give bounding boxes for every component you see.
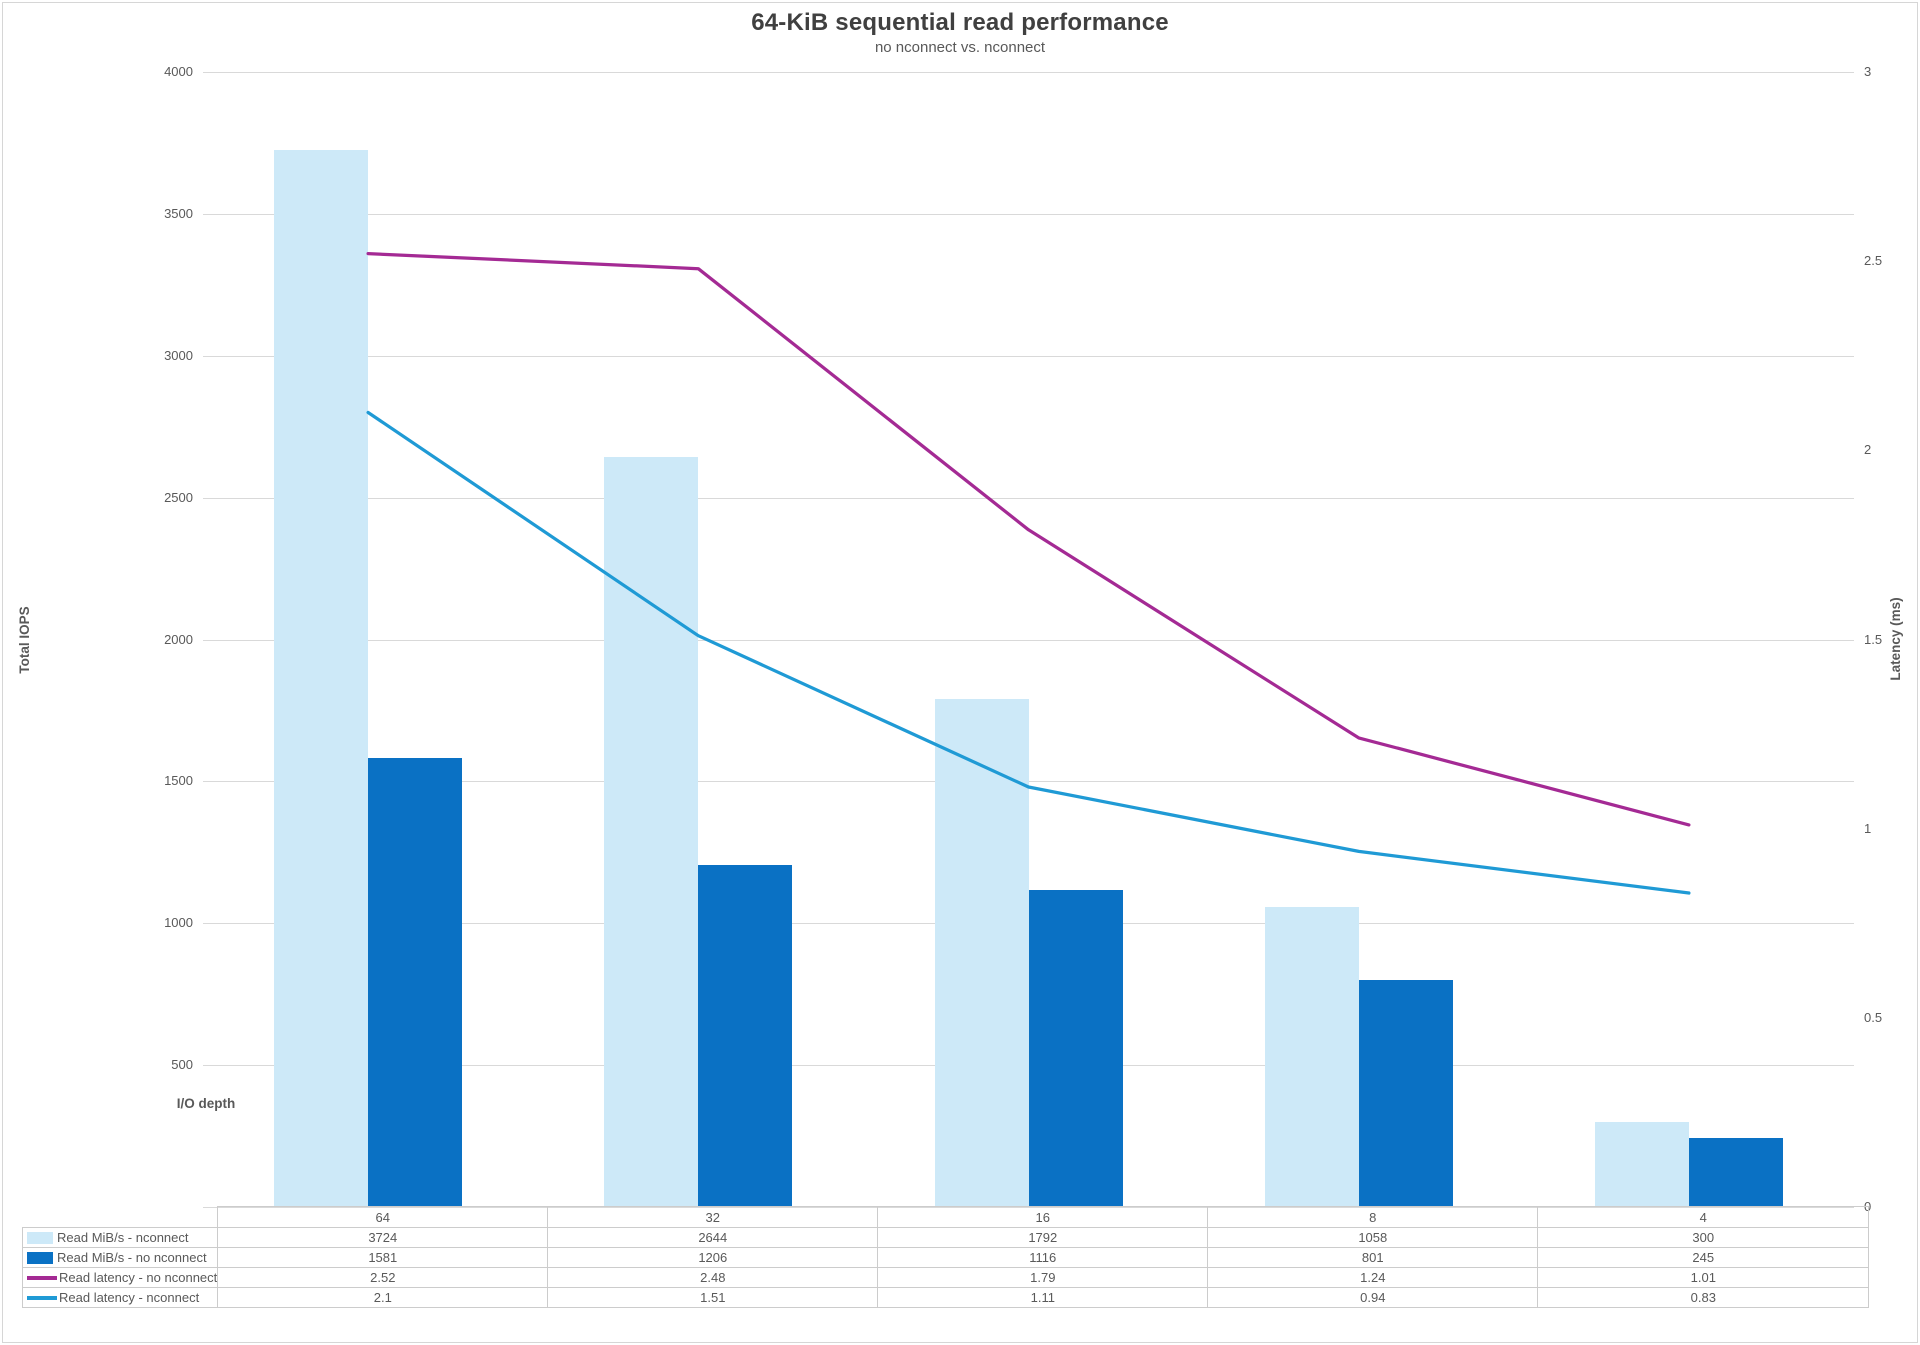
- right-axis-tick-label: 0: [1864, 1199, 1872, 1214]
- table-value: 2.48: [547, 1267, 879, 1288]
- legend-swatch-line: [27, 1275, 57, 1280]
- right-axis-tick-label: 1: [1864, 820, 1872, 836]
- table-row: Read latency - no nconnect 2.52 2.48 1.79 1.…: [21, 1267, 1870, 1288]
- table-value: 0.83: [1537, 1287, 1870, 1308]
- line-series: [366, 410, 1691, 895]
- table-value: 1792: [877, 1227, 1209, 1248]
- bar-nconnect: [274, 150, 369, 1207]
- table-value: 1.11: [877, 1287, 1209, 1308]
- bar-no-nconnect: [1028, 890, 1123, 1207]
- chart-subtitle: no nconnect vs. nconnect: [874, 39, 1046, 56]
- series-name: Read latency - no nconnect: [59, 1270, 218, 1285]
- table-value: 1.51: [547, 1287, 879, 1308]
- category-label: 16: [877, 1206, 1209, 1228]
- category-label: 64: [217, 1206, 549, 1228]
- left-axis-tick-label: 1500: [164, 773, 193, 789]
- line-series-layer: [366, 251, 1691, 895]
- table-value: 1058: [1207, 1227, 1539, 1248]
- table-value: 1.79: [877, 1267, 1209, 1288]
- table-corner-cell: [22, 1206, 219, 1228]
- right-axis-tick-label: 3: [1864, 64, 1872, 79]
- bar-nconnect: [934, 698, 1029, 1207]
- gridline: [203, 213, 1854, 215]
- data-table: 64 32 16 8 4 Read MiB/s - nconnect 3724 2644 179…: [21, 1206, 1870, 1308]
- table-value: 1206: [547, 1247, 879, 1268]
- series-name: Read MiB/s - no nconnect: [57, 1250, 207, 1265]
- left-axis-tick-label: 3500: [164, 205, 193, 221]
- left-axis-tick-label: 2500: [164, 489, 193, 505]
- bar-no-nconnect: [698, 864, 793, 1207]
- left-axis-title: Total IOPS: [17, 606, 32, 674]
- table-value: 1.01: [1537, 1267, 1870, 1288]
- table-value: 300: [1537, 1227, 1870, 1248]
- left-axis-tick-label: 1000: [164, 915, 193, 931]
- bar-no-nconnect: [368, 758, 463, 1207]
- x-axis-title: I/O depth: [176, 1096, 236, 1111]
- left-axis-tick-label: 3000: [164, 347, 193, 363]
- table-row: Read latency - nconnect 2.1 1.51 1.11 0.94 0.…: [21, 1287, 1870, 1308]
- table-header-row: 64 32 16 8 4: [22, 1206, 1870, 1228]
- right-axis-tick-label: 0.5: [1864, 1009, 1883, 1025]
- table-value: 1.24: [1207, 1267, 1539, 1288]
- bar-no-nconnect: [1688, 1137, 1783, 1207]
- category-label: 4: [1537, 1206, 1870, 1228]
- gridline: [203, 781, 1854, 783]
- right-axis-tick-label: 1.5: [1864, 631, 1883, 647]
- bar-no-nconnect: [1358, 979, 1453, 1207]
- gridline: [203, 72, 1854, 73]
- gridline: [203, 639, 1854, 641]
- table-row: Read MiB/s - nconnect 3724 2644 1792 1058 300: [21, 1227, 1870, 1248]
- right-axis-tick-label: 2.5: [1864, 253, 1883, 269]
- legend-swatch-line: [27, 1295, 57, 1300]
- bar-nconnect: [1594, 1121, 1689, 1207]
- table-row: Read MiB/s - no nconnect 1581 1206 1116 801 2…: [21, 1247, 1870, 1268]
- table-value: 3724: [217, 1227, 549, 1248]
- table-value: 801: [1207, 1247, 1539, 1268]
- right-axis-tick-label: 2: [1864, 442, 1872, 458]
- category-label: 32: [547, 1206, 879, 1228]
- bar-nconnect: [1264, 906, 1359, 1207]
- left-axis-tick-label: 4000: [164, 64, 193, 79]
- series-name: Read MiB/s - nconnect: [57, 1230, 189, 1245]
- line-series: [366, 251, 1691, 827]
- legend-swatch-bar: [27, 1231, 53, 1244]
- table-value: 2.52: [217, 1267, 549, 1288]
- series-name: Read latency - nconnect: [59, 1290, 200, 1305]
- left-axis-tick-label: 2000: [164, 631, 193, 647]
- left-axis-tick-label: 500: [171, 1057, 193, 1073]
- table-value: 2644: [547, 1227, 879, 1248]
- category-label: 8: [1207, 1206, 1539, 1228]
- table-value: 1581: [217, 1247, 549, 1268]
- gridline: [203, 355, 1854, 357]
- chart-title: 64-KiB sequential read performance: [751, 9, 1169, 36]
- legend-swatch-bar: [27, 1251, 53, 1264]
- table-value: 0.94: [1207, 1287, 1539, 1308]
- table-value: 1116: [877, 1247, 1209, 1268]
- table-value: 245: [1537, 1247, 1870, 1268]
- table-value: 2.1: [217, 1287, 549, 1308]
- gridline: [203, 497, 1854, 499]
